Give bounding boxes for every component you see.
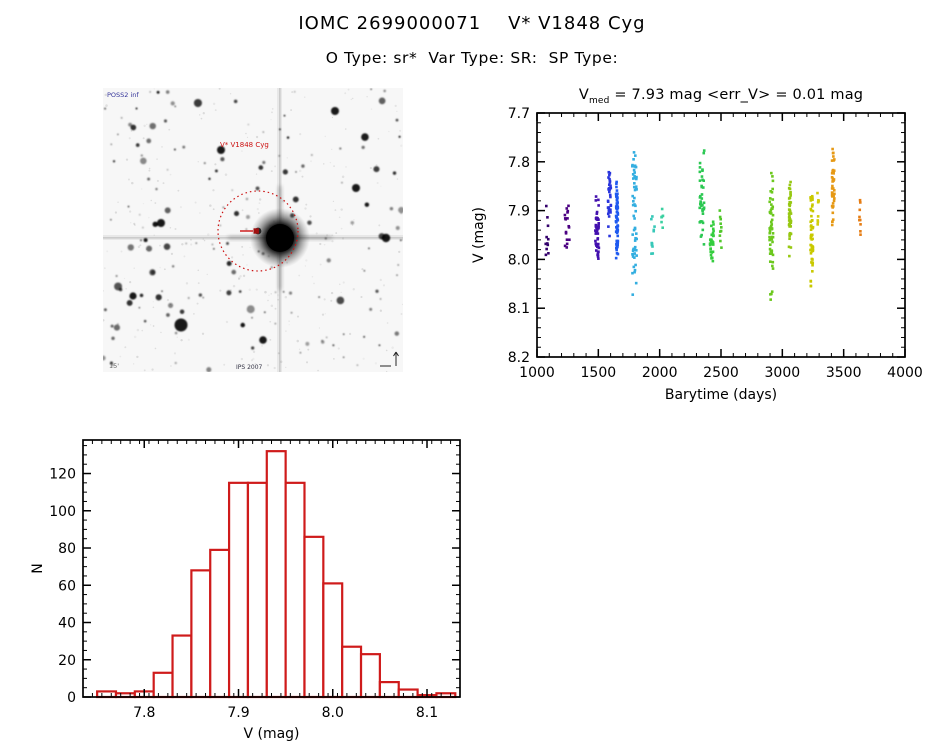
scale-label: 15': [109, 362, 119, 370]
svg-text:20: 20: [58, 653, 76, 669]
page-title: IOMC 2699000071 V* V1848 Cyg: [298, 13, 646, 34]
svg-text:3000: 3000: [765, 365, 801, 381]
svg-text:2500: 2500: [703, 365, 739, 381]
lightcurve-title-rest: = 7.93 mag <err_V> = 0.01 mag: [609, 87, 864, 103]
svg-text:0: 0: [67, 690, 76, 706]
compass-icon: [380, 351, 399, 367]
svg-text:8.0: 8.0: [322, 705, 344, 721]
histogram-bar: [303, 535, 325, 699]
svg-text:100: 100: [49, 504, 76, 520]
svg-text:8.1: 8.1: [416, 705, 438, 721]
svg-text:7.7: 7.7: [508, 106, 530, 122]
svg-text:7.8: 7.8: [508, 155, 530, 171]
tick-labels: 7.8 7.9 8.0 8.1 0 20 40 60 80 100 120: [49, 467, 438, 721]
histogram-bar: [152, 671, 174, 699]
svg-text:7.9: 7.9: [227, 705, 249, 721]
histogram-xaxis-label: V (mag): [243, 726, 299, 742]
svg-text:7.9: 7.9: [508, 204, 530, 220]
lightcurve-title-prefix: V: [578, 87, 589, 103]
svg-text:60: 60: [58, 578, 76, 594]
target-marker: [253, 228, 259, 234]
svg-text:8.2: 8.2: [508, 350, 530, 366]
credit-label: IPS 2007: [236, 364, 263, 371]
histogram-bar: [284, 481, 306, 699]
svg-text:80: 80: [58, 541, 76, 557]
lightcurve-title: Vmed = 7.93 mag <err_V> = 0.01 mag: [499, 87, 943, 106]
tick-labels: 1000 1500 2000 2500 3000 3500 4000 7.7 7.8 7.9 8.0…: [508, 106, 923, 381]
svg-text:3500: 3500: [826, 365, 862, 381]
histogram-bar: [359, 653, 381, 699]
histogram-bar: [227, 481, 250, 699]
svg-text:8.0: 8.0: [508, 252, 530, 268]
finder-chart-image: V* V1848 Cyg POSS2 inf 15' IPS 2007: [103, 88, 403, 372]
lightcurve-plot: 1000 1500 2000 2500 3000 3500 4000 7.7 7.8 7.9 8.0…: [471, 106, 923, 403]
survey-label: POSS2 inf: [107, 91, 139, 99]
histogram-bar: [190, 569, 212, 699]
axes-frame: [536, 112, 906, 358]
target-circle: [217, 190, 299, 272]
film-grain: [103, 88, 403, 372]
lightcurve-title-subscript: med: [588, 95, 610, 106]
histogram-yaxis-label: N: [30, 563, 46, 573]
histogram-bar: [322, 582, 344, 699]
target-label: V* V1848 Cyg: [220, 141, 269, 149]
svg-text:120: 120: [49, 467, 76, 483]
field-stars: [103, 88, 403, 372]
axes-frame: [82, 439, 461, 698]
svg-text:40: 40: [58, 616, 76, 632]
svg-text:8.1: 8.1: [508, 301, 530, 317]
svg-text:1500: 1500: [581, 365, 617, 381]
magnitude-histogram-plot: 7.8 7.9 8.0 8.1 0 20 40 60 80 100 120 V (mag) N: [30, 439, 461, 742]
object-type-subtitle: O Type: sr* Var Type: SR: SP Type:: [325, 49, 619, 67]
svg-text:7.8: 7.8: [133, 705, 155, 721]
lightcurve-points: [544, 147, 862, 301]
svg-text:4000: 4000: [887, 365, 923, 381]
svg-text:1000: 1000: [519, 365, 555, 381]
histogram-bar: [171, 634, 193, 699]
lightcurve-yaxis-label: V (mag): [471, 207, 487, 263]
histogram-bar: [378, 681, 400, 699]
lightcurve-xaxis-label: Barytime (days): [665, 387, 777, 403]
svg-text:2000: 2000: [642, 365, 678, 381]
histogram-bar: [246, 481, 268, 699]
bright-star: [250, 208, 310, 268]
histogram-bars: [96, 450, 457, 699]
histogram-bar: [209, 548, 231, 699]
histogram-bar: [341, 645, 363, 699]
histogram-bar: [397, 688, 419, 699]
target-annotations: V* V1848 Cyg: [217, 141, 299, 272]
histogram-bar: [265, 450, 287, 699]
